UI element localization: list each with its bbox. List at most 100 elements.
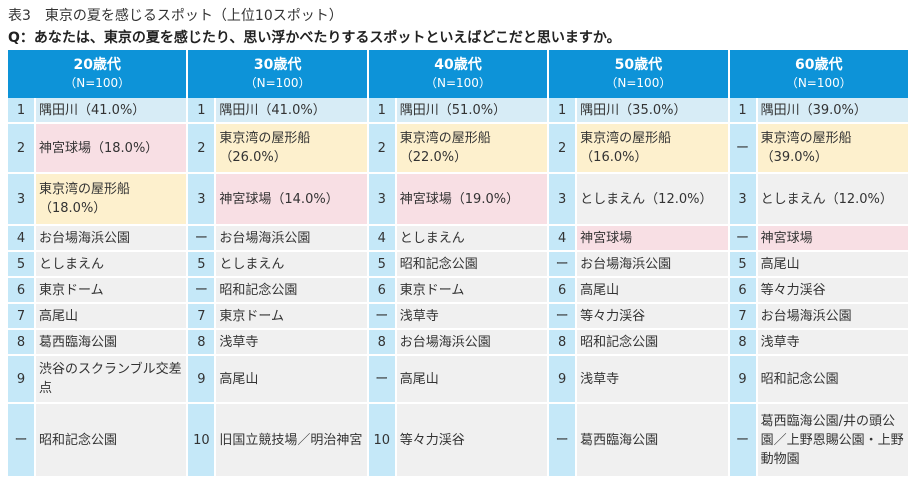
spot-cell: としまえん（12.0%）: [757, 174, 908, 226]
rank-cell: ー: [368, 356, 395, 404]
table-row: 7 高尾山 7 東京ドームー浅草寺ー等々力渓谷 7 お台場海浜公園: [8, 304, 908, 330]
rank-cell: 6: [8, 278, 34, 304]
spot-cell: 神宮球場（19.0%）: [396, 174, 548, 226]
spot-cell: 東京ドーム: [396, 278, 548, 304]
rank-cell: 6: [729, 278, 756, 304]
rank-cell: 8: [729, 330, 756, 356]
rank-cell: 2: [549, 124, 576, 174]
rank-cell: 3: [188, 174, 215, 226]
spot-cell: 東京ドーム: [36, 278, 187, 304]
rank-cell: ー: [549, 404, 576, 478]
spot-cell: 昭和記念公園: [216, 278, 367, 304]
rank-cell: 3: [8, 174, 34, 226]
spot-cell: 東京湾の屋形船（22.0%）: [396, 124, 548, 174]
rank-cell: ー: [549, 252, 576, 278]
rank-cell: 4: [8, 226, 34, 252]
rank-cell: 4: [368, 226, 395, 252]
spot-cell: 隅田川（51.0%）: [396, 98, 548, 124]
age-label: 30歳代: [253, 57, 302, 73]
sample-size: （N=100）: [605, 76, 672, 90]
spot-cell: 昭和記念公園: [757, 356, 908, 404]
spot-cell: 隅田川（41.0%）: [36, 98, 187, 124]
rank-cell: 8: [549, 330, 576, 356]
table-row: ー昭和記念公園 10 旧国立競技場／明治神宮 10 等々力渓谷ー葛西臨海公園ー葛西臨海公…: [8, 404, 908, 478]
spot-cell: 浅草寺: [757, 330, 908, 356]
age-group-header: 50歳代 （N=100）: [549, 50, 728, 98]
rank-cell: 1: [549, 98, 576, 124]
spot-cell: 浅草寺: [216, 330, 367, 356]
table-row: 4 お台場海浜公園ーお台場海浜公園 4 としまえん 4 神宮球場ー神宮球場: [8, 226, 908, 252]
rank-cell: 10: [188, 404, 215, 478]
rank-cell: 3: [729, 174, 756, 226]
sample-size: （N=100）: [64, 76, 131, 90]
table-title: 表3 東京の夏を感じるスポット（上位10スポット）: [8, 8, 343, 24]
rank-cell: ー: [368, 304, 395, 330]
rank-cell: 8: [8, 330, 34, 356]
rank-cell: 4: [549, 226, 576, 252]
rank-cell: 1: [8, 98, 34, 124]
rank-cell: 6: [368, 278, 395, 304]
table-row: 1 隅田川（41.0%） 1 隅田川（41.0%） 1 隅田川（51.0%） 1 隅田川（35…: [8, 98, 908, 124]
rank-cell: ー: [729, 226, 756, 252]
spot-cell: 昭和記念公園: [396, 252, 548, 278]
spot-cell: 昭和記念公園: [36, 404, 187, 478]
spot-cell: 昭和記念公園: [577, 330, 728, 356]
spot-cell: 神宮球場: [757, 226, 908, 252]
spot-cell: 東京ドーム: [216, 304, 367, 330]
spot-cell: お台場海浜公園: [216, 226, 367, 252]
rank-cell: ー: [8, 404, 34, 478]
spot-cell: 東京湾の屋形船（16.0%）: [577, 124, 728, 174]
age-label: 60歳代: [795, 57, 843, 73]
rank-cell: 9: [8, 356, 34, 404]
rank-cell: 7: [729, 304, 756, 330]
rank-cell: ー: [729, 404, 756, 478]
rank-cell: 1: [368, 98, 395, 124]
spot-cell: 東京湾の屋形船（18.0%）: [36, 174, 187, 226]
spot-cell: 浅草寺: [396, 304, 548, 330]
rank-cell: 2: [368, 124, 395, 174]
age-group-header: 60歳代 （N=100）: [729, 50, 908, 98]
sample-size: （N=100）: [785, 76, 852, 90]
rank-cell: 5: [368, 252, 395, 278]
spot-cell: 等々力渓谷: [577, 304, 728, 330]
rank-cell: 9: [188, 356, 215, 404]
age-label: 20歳代: [73, 57, 121, 73]
sample-size: （N=100）: [244, 76, 311, 90]
spot-cell: 神宮球場（14.0%）: [216, 174, 367, 226]
rank-cell: 9: [729, 356, 756, 404]
rank-cell: 8: [368, 330, 395, 356]
rank-cell: 10: [368, 404, 395, 478]
table-row: 6 東京ドームー昭和記念公園 6 東京ドーム 6 高尾山 6 等々力渓谷: [8, 278, 908, 304]
rank-cell: 5: [8, 252, 34, 278]
spot-cell: 旧国立競技場／明治神宮: [216, 404, 367, 478]
spot-cell: 葛西臨海公園/井の頭公園／上野恩賜公園・上野動物園: [757, 404, 908, 478]
spot-cell: 高尾山: [216, 356, 367, 404]
rank-cell: 8: [188, 330, 215, 356]
spot-cell: 隅田川（39.0%）: [757, 98, 908, 124]
rank-cell: 1: [729, 98, 756, 124]
rank-cell: 2: [8, 124, 34, 174]
rank-cell: ー: [729, 124, 756, 174]
rank-cell: 2: [188, 124, 215, 174]
spot-cell: 葛西臨海公園: [577, 404, 728, 478]
rank-cell: ー: [188, 226, 215, 252]
spot-cell: 等々力渓谷: [757, 278, 908, 304]
age-label: 40歳代: [434, 57, 482, 73]
rank-cell: ー: [549, 304, 576, 330]
spot-cell: としまえん: [396, 226, 548, 252]
spot-cell: 神宮球場（18.0%）: [36, 124, 187, 174]
spot-cell: 東京湾の屋形船（26.0%）: [216, 124, 367, 174]
rank-cell: 7: [8, 304, 34, 330]
spot-cell: お台場海浜公園: [577, 252, 728, 278]
ranking-table: 20歳代 （N=100） 30歳代 （N=100） 40歳代 （N=100） 50歳代 （N=…: [6, 50, 910, 478]
spot-cell: 浅草寺: [577, 356, 728, 404]
header-row: 20歳代 （N=100） 30歳代 （N=100） 40歳代 （N=100） 50歳代 （N=…: [8, 50, 908, 98]
table-row: 2 神宮球場（18.0%） 2 東京湾の屋形船（26.0%） 2 東京湾の屋形船（22.0…: [8, 124, 908, 174]
rank-cell: ー: [188, 278, 215, 304]
table-row: 3 東京湾の屋形船（18.0%） 3 神宮球場（14.0%） 3 神宮球場（19.0%） 3…: [8, 174, 908, 226]
spot-cell: 隅田川（41.0%）: [216, 98, 367, 124]
spot-cell: 等々力渓谷: [396, 404, 548, 478]
spot-cell: としまえん（12.0%）: [577, 174, 728, 226]
survey-question: Q：あなたは、東京の夏を感じたり、思い浮かべたりするスポットといえばどこだと思い…: [8, 30, 621, 46]
table-row: 9 渋谷のスクランブル交差点 9 高尾山ー高尾山 9 浅草寺 9 昭和記念公園: [8, 356, 908, 404]
